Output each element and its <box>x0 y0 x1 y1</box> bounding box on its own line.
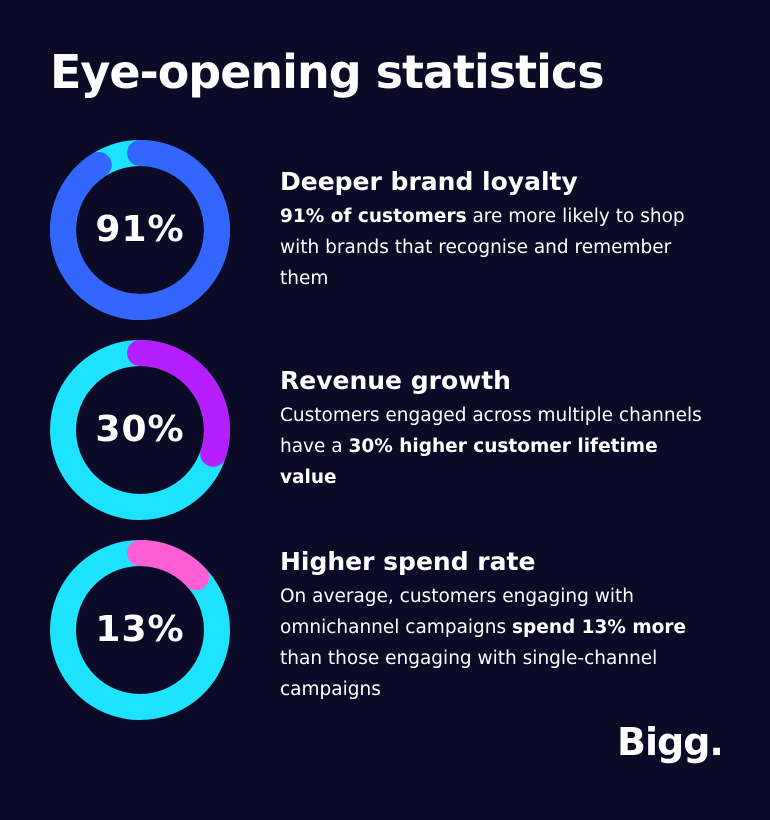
stat-body: Customers engaged across multiple channe… <box>280 400 720 493</box>
brand-logo: Bigg. <box>617 720 724 764</box>
page-title: Eye-opening statistics <box>50 45 605 99</box>
donut-value-label: 91% <box>95 209 185 250</box>
stat-body-highlight: 91% of customers <box>280 206 467 227</box>
stat-text-loyalty: Deeper brand loyalty 91% of customers ar… <box>280 165 720 294</box>
stat-body-text: On average, customers engaging with omni… <box>280 586 634 638</box>
donut-value-label: 13% <box>95 609 185 650</box>
stat-heading: Revenue growth <box>280 366 511 395</box>
stat-heading: Higher spend rate <box>280 547 536 576</box>
stat-text-spend: Higher spend rate On average, customers … <box>280 545 720 705</box>
stat-body: On average, customers engaging with omni… <box>280 581 720 705</box>
stat-text-revenue: Revenue growth Customers engaged across … <box>280 364 720 493</box>
donut-svg <box>50 540 230 720</box>
donut-chart-loyalty: 91% <box>50 140 230 320</box>
stat-heading: Deeper brand loyalty <box>280 167 578 196</box>
donut-chart-revenue: 30% <box>50 340 230 520</box>
donut-svg <box>50 340 230 520</box>
stat-body-highlight: spend 13% more <box>512 617 687 638</box>
donut-chart-spend: 13% <box>50 540 230 720</box>
stat-body-text: than those engaging with single-channel … <box>280 648 658 700</box>
donut-svg <box>50 140 230 320</box>
donut-value-arc <box>127 340 230 467</box>
donut-value-arc <box>127 540 210 591</box>
donut-value-arc <box>50 140 230 320</box>
donut-value-label: 30% <box>95 409 185 450</box>
stat-body-highlight: 30% higher customer lifetime value <box>280 436 658 488</box>
stat-body-text: Customers engaged across multiple channe… <box>280 405 702 457</box>
stat-body: 91% of customers are more likely to shop… <box>280 201 720 294</box>
stat-body-text: are more likely to shop with brands that… <box>280 206 685 289</box>
